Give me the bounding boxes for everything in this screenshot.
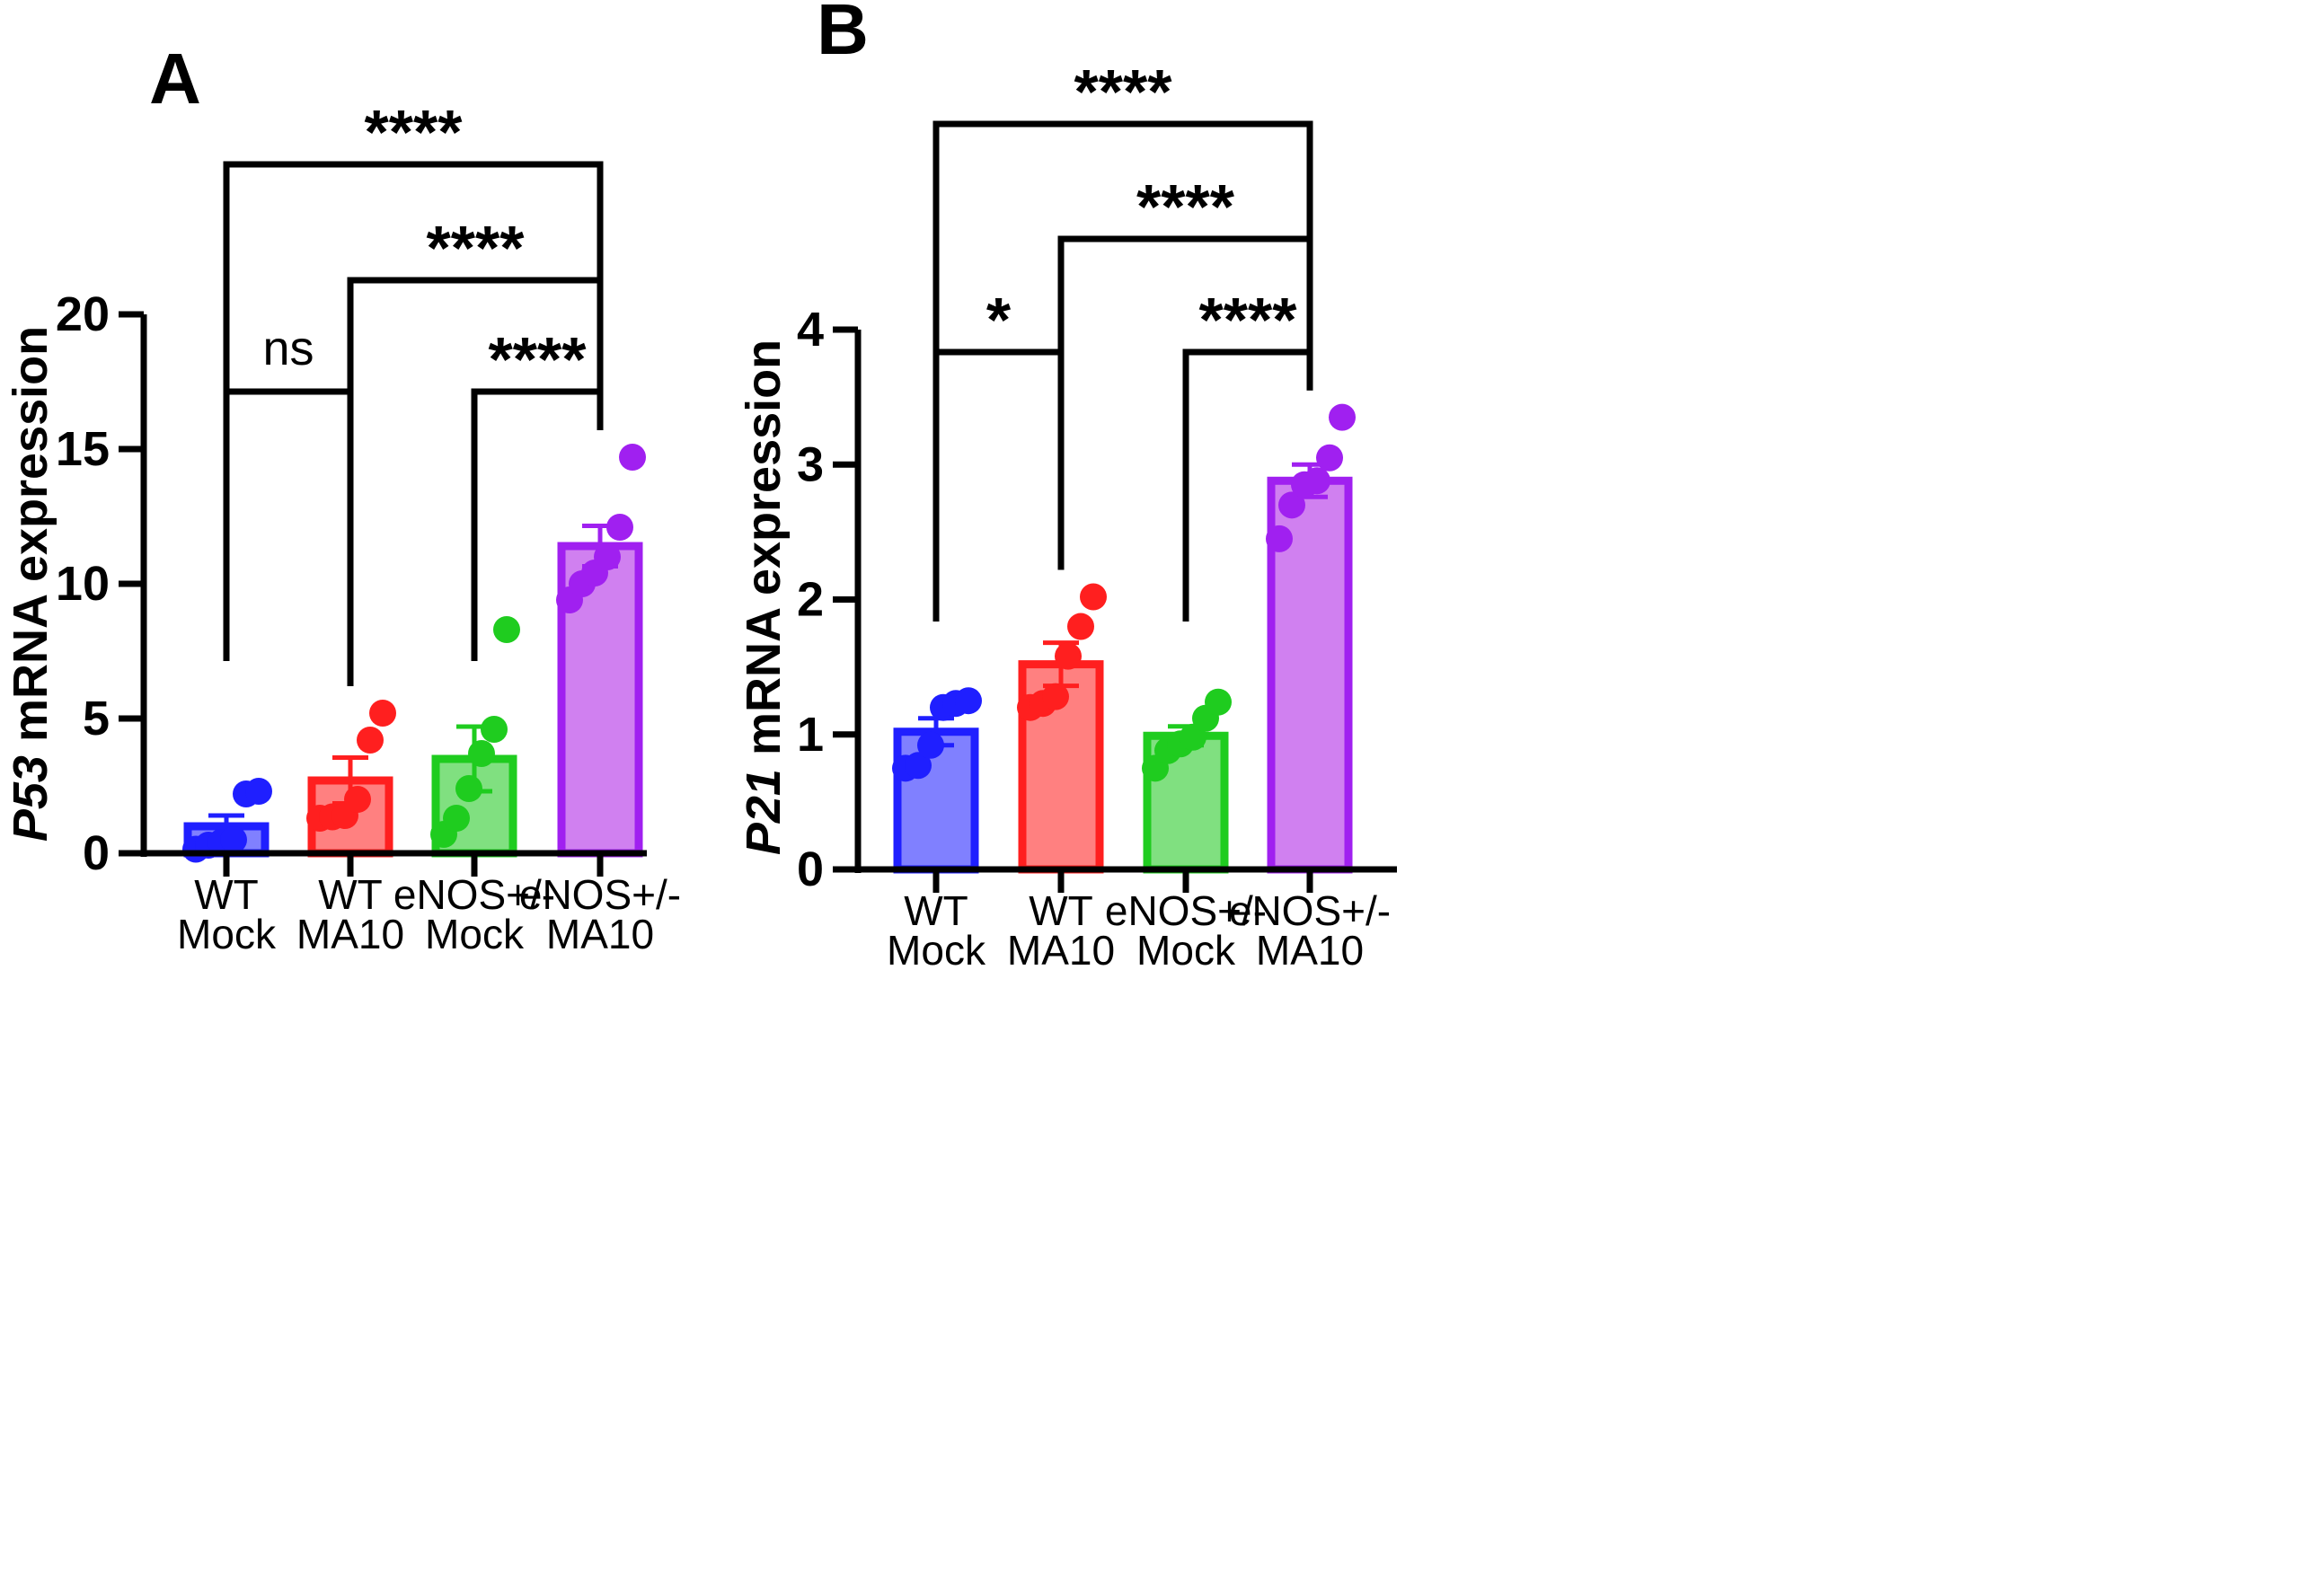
panel-b-bracket-3: [932, 120, 1313, 393]
panel-b-x-label-2-line1: eNOS+/-: [1105, 887, 1267, 934]
panel-b-x-label-3-line2: MA10: [1256, 927, 1364, 974]
panel-a-x-label-3-line1: eNOS+/-: [519, 871, 681, 918]
panel-b-point-0-5: [955, 687, 982, 715]
panel-a-significance-label-0: ns: [262, 322, 314, 375]
panel-a-point-3-3: [594, 543, 621, 570]
panel-b-y-tick-label-0: 0: [797, 842, 824, 896]
panel-a-x-label-0-line1: WT: [194, 871, 259, 918]
panel-a-y-tick-label-1: 5: [83, 692, 110, 745]
panel-b-significance-label-0: *: [986, 285, 1012, 355]
panel-a-bracket-0: [223, 388, 354, 686]
panel-a-point-0-3: [220, 826, 247, 853]
panel-b-point-3-4: [1316, 444, 1343, 472]
panel-a-bracket-3: [223, 161, 604, 434]
panel-b-x-label-3-line1: eNOS+/-: [1229, 887, 1391, 934]
panel-b-y-tick-label-2: 2: [797, 573, 824, 627]
panel-b-point-1-2: [1042, 683, 1069, 710]
panel-b-chart: B P21 mRNA expression 01234WTMockWTMA10e…: [737, 0, 1397, 974]
panel-a-ylabel-gene: P53: [4, 755, 57, 842]
panel-b-significance-label-2: ****: [1136, 172, 1235, 242]
panel-b-bracket-0: [932, 348, 1065, 622]
panel-b-y-tick-label-1: 1: [797, 708, 824, 762]
panel-b-point-3-5: [1329, 403, 1356, 431]
panel-b-x-label-1-line1: WT: [1029, 887, 1093, 934]
panel-a-significance-label-1: ****: [489, 324, 588, 394]
panel-a-point-1-5: [369, 700, 396, 727]
panel-b-x-label-0-line1: WT: [904, 887, 968, 934]
panel-a-x-label-1-line1: WT: [318, 871, 383, 918]
panel-a-y-tick-label-0: 0: [83, 826, 110, 880]
panel-a-letter: A: [149, 39, 201, 119]
panel-b-y-tick-label-4: 4: [797, 303, 824, 357]
panel-a-x-label-2-line2: Mock: [425, 911, 525, 957]
panel-b-x-label-2-line2: Mock: [1136, 927, 1236, 974]
panel-a-significance-label-3: ****: [365, 97, 464, 167]
panel-a-x-label-2-line1: eNOS+/-: [393, 871, 555, 918]
panel-a-point-2-3: [468, 740, 495, 767]
panel-b-y-tick-label-3: 3: [797, 437, 824, 491]
panel-a-point-3-4: [606, 514, 633, 541]
panel-a-y-tick-label-2: 10: [56, 557, 110, 611]
panel-a-x-label-1-line2: MA10: [296, 911, 404, 957]
panel-b-point-3-1: [1278, 491, 1305, 519]
panel-a-point-3-5: [619, 444, 646, 471]
panel-b-point-1-3: [1055, 642, 1082, 670]
panel-a-point-1-4: [357, 727, 384, 754]
panel-a-x-label-0-line2: Mock: [177, 911, 277, 957]
panel-a-ylabel-rest: mRNA expression: [4, 326, 57, 755]
panel-b-significance-label-1: ****: [1199, 285, 1298, 355]
panel-a-point-2-4: [481, 716, 508, 743]
panel-a-y-tick-label-3: 15: [56, 422, 110, 476]
panel-b-ylabel-rest: mRNA expression: [737, 339, 791, 769]
panel-b-x-label-1-line2: MA10: [1007, 927, 1115, 974]
panel-b-letter: B: [817, 0, 869, 69]
panel-a-chart: A P53 mRNA expression 05101520WTMockWTMA…: [4, 39, 681, 957]
panel-b-x-label-0-line2: Mock: [887, 927, 986, 974]
panel-b-ylabel-gene: P21: [737, 769, 791, 855]
panel-b-point-0-2: [917, 731, 944, 759]
panel-a-point-2-5: [493, 616, 520, 643]
panel-b-y-axis-label: P21 mRNA expression: [737, 339, 791, 855]
panel-a-point-0-5: [245, 778, 272, 805]
panel-a-significance-label-2: ****: [427, 213, 526, 283]
panel-b-point-1-5: [1080, 583, 1107, 611]
panel-b-significance-label-3: ****: [1074, 57, 1173, 127]
panel-a-x-label-3-line2: MA10: [546, 911, 654, 957]
panel-b-point-3-3: [1304, 467, 1330, 495]
panel-a-point-2-1: [443, 805, 470, 832]
panel-a-point-1-3: [344, 786, 371, 813]
panel-a-point-2-2: [455, 775, 482, 802]
panel-b-point-2-3: [1180, 723, 1206, 751]
panel-b-point-3-0: [1266, 525, 1293, 552]
panel-a-y-tick-label-4: 20: [56, 287, 110, 341]
panel-b-point-1-4: [1067, 613, 1094, 640]
panel-a-y-axis-label: P53 mRNA expression: [4, 326, 57, 842]
panel-b-point-2-5: [1205, 688, 1232, 716]
panel-b-point-0-1: [905, 752, 932, 780]
